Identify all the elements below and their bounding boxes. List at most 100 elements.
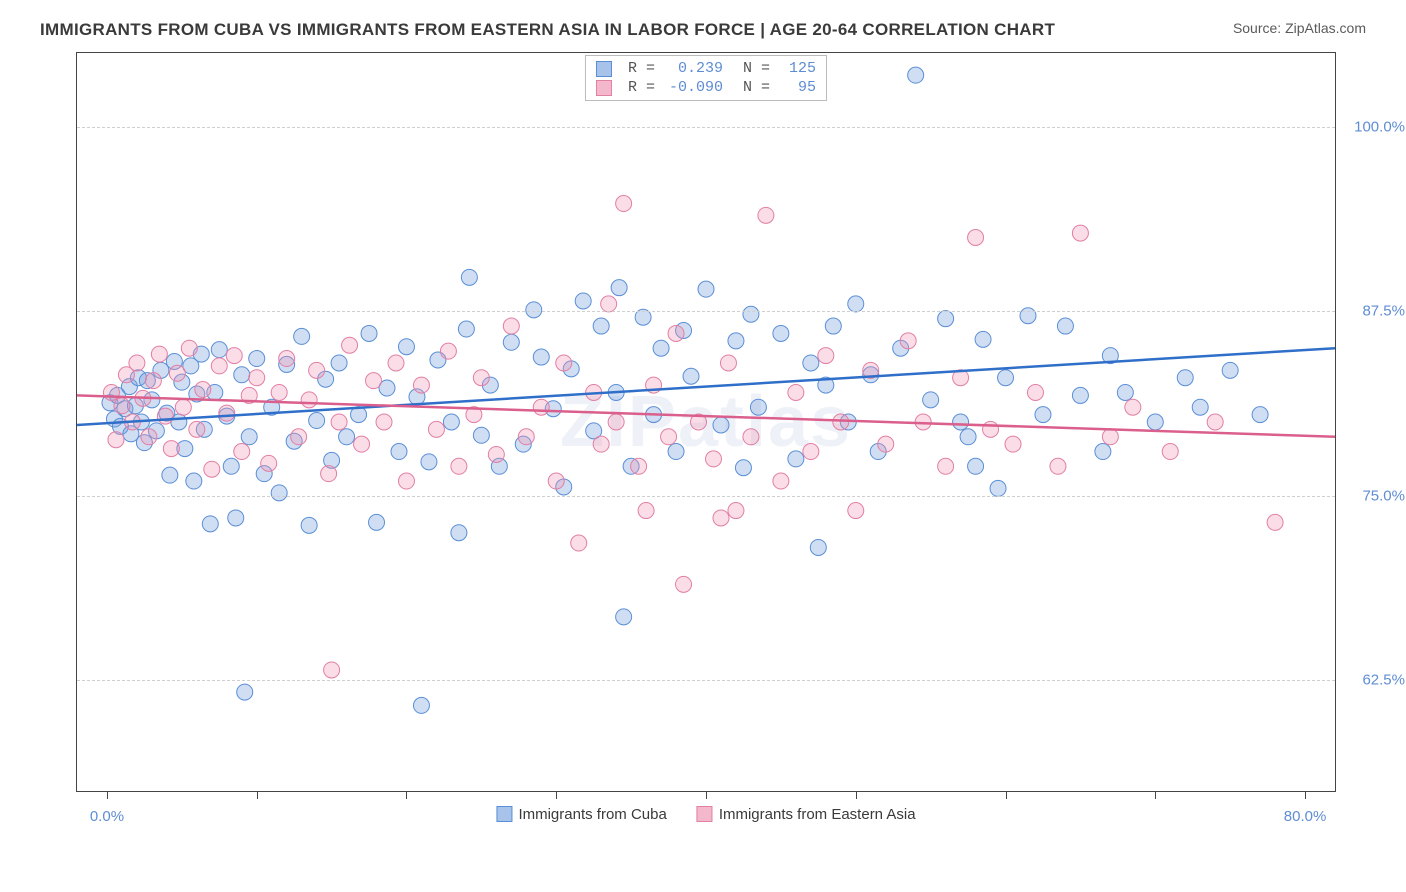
data-point-cuba [491,458,507,474]
xtick-label: 80.0% [1284,808,1327,825]
data-point-cuba [1177,370,1193,386]
legend-item-cuba: Immigrants from Cuba [496,806,666,823]
data-point-cuba [264,399,280,415]
data-point-eastern_asia [309,362,325,378]
series-legend: Immigrants from Cuba Immigrants from East… [496,806,915,823]
data-point-eastern_asia [219,405,235,421]
data-point-cuba [451,525,467,541]
data-point-cuba [443,414,459,430]
data-point-cuba [117,401,133,417]
data-point-cuba [461,269,477,285]
xtick [706,791,707,799]
data-point-eastern_asia [953,370,969,386]
data-point-eastern_asia [646,377,662,393]
data-point-eastern_asia [863,362,879,378]
legend-swatch-icon [596,61,612,77]
legend-label: Immigrants from Eastern Asia [719,806,916,823]
data-point-eastern_asia [608,414,624,430]
data-point-eastern_asia [1072,225,1088,241]
data-point-eastern_asia [141,429,157,445]
data-point-eastern_asia [342,337,358,353]
data-point-eastern_asia [601,296,617,312]
data-point-cuba [1020,308,1036,324]
source-label: Source: ZipAtlas.com [1233,20,1366,36]
data-point-cuba [616,609,632,625]
data-point-cuba [482,377,498,393]
data-point-eastern_asia [181,340,197,356]
data-point-cuba [121,379,137,395]
data-point-cuba [207,384,223,400]
data-point-cuba [1057,318,1073,334]
data-point-cuba [301,517,317,533]
n-value: 95 [780,79,816,96]
data-point-eastern_asia [211,358,227,374]
data-point-eastern_asia [118,367,134,383]
data-point-eastern_asia [226,348,242,364]
data-point-cuba [840,414,856,430]
xtick [107,791,108,799]
data-point-eastern_asia [638,503,654,519]
data-point-cuba [351,407,367,423]
data-point-cuba [241,429,257,445]
data-point-eastern_asia [440,343,456,359]
r-label: R = [628,79,655,96]
data-point-eastern_asia [151,346,167,362]
data-point-cuba [990,480,1006,496]
data-point-cuba [998,370,1014,386]
data-point-cuba [421,454,437,470]
data-point-eastern_asia [413,377,429,393]
data-point-cuba [735,460,751,476]
data-point-cuba [743,306,759,322]
data-point-eastern_asia [503,318,519,334]
data-point-cuba [1072,387,1088,403]
data-point-cuba [586,423,602,439]
data-point-cuba [668,444,684,460]
legend-label: Immigrants from Cuba [518,806,666,823]
data-point-eastern_asia [758,207,774,223]
data-point-eastern_asia [548,473,564,489]
data-point-cuba [515,436,531,452]
data-point-eastern_asia [631,458,647,474]
data-point-cuba [698,281,714,297]
data-point-cuba [130,370,146,386]
data-point-eastern_asia [1267,514,1283,530]
data-point-cuba [825,318,841,334]
data-point-cuba [1095,444,1111,460]
data-point-cuba [109,387,125,403]
trendline-eastern_asia [77,395,1335,436]
data-point-eastern_asia [354,436,370,452]
data-point-cuba [186,473,202,489]
legend-item-eastern_asia: Immigrants from Eastern Asia [697,806,916,823]
legend-swatch-icon [697,806,713,822]
data-point-cuba [369,514,385,530]
data-point-cuba [294,328,310,344]
data-point-cuba [1035,407,1051,423]
n-label: N = [743,79,770,96]
data-point-eastern_asia [271,384,287,400]
xtick [1006,791,1007,799]
data-point-eastern_asia [616,196,632,212]
data-point-cuba [228,510,244,526]
corr-legend-row-eastern_asia: R =-0.090N =95 [594,78,818,97]
data-point-cuba [773,325,789,341]
data-point-cuba [608,384,624,400]
data-point-eastern_asia [518,429,534,445]
data-point-cuba [810,539,826,555]
data-point-eastern_asia [103,384,119,400]
data-point-eastern_asia [135,390,151,406]
xtick [1305,791,1306,799]
data-point-cuba [112,418,128,434]
ytick-label: 75.0% [1343,487,1405,504]
data-point-cuba [728,333,744,349]
data-point-cuba [159,405,175,421]
data-point-cuba [331,355,347,371]
n-label: N = [743,60,770,77]
data-point-cuba [379,380,395,396]
data-point-eastern_asia [169,365,185,381]
data-point-eastern_asia [301,392,317,408]
data-point-eastern_asia [241,387,257,403]
trendline-cuba [77,348,1335,425]
data-point-eastern_asia [175,399,191,415]
data-point-eastern_asia [818,348,834,364]
data-point-cuba [848,296,864,312]
